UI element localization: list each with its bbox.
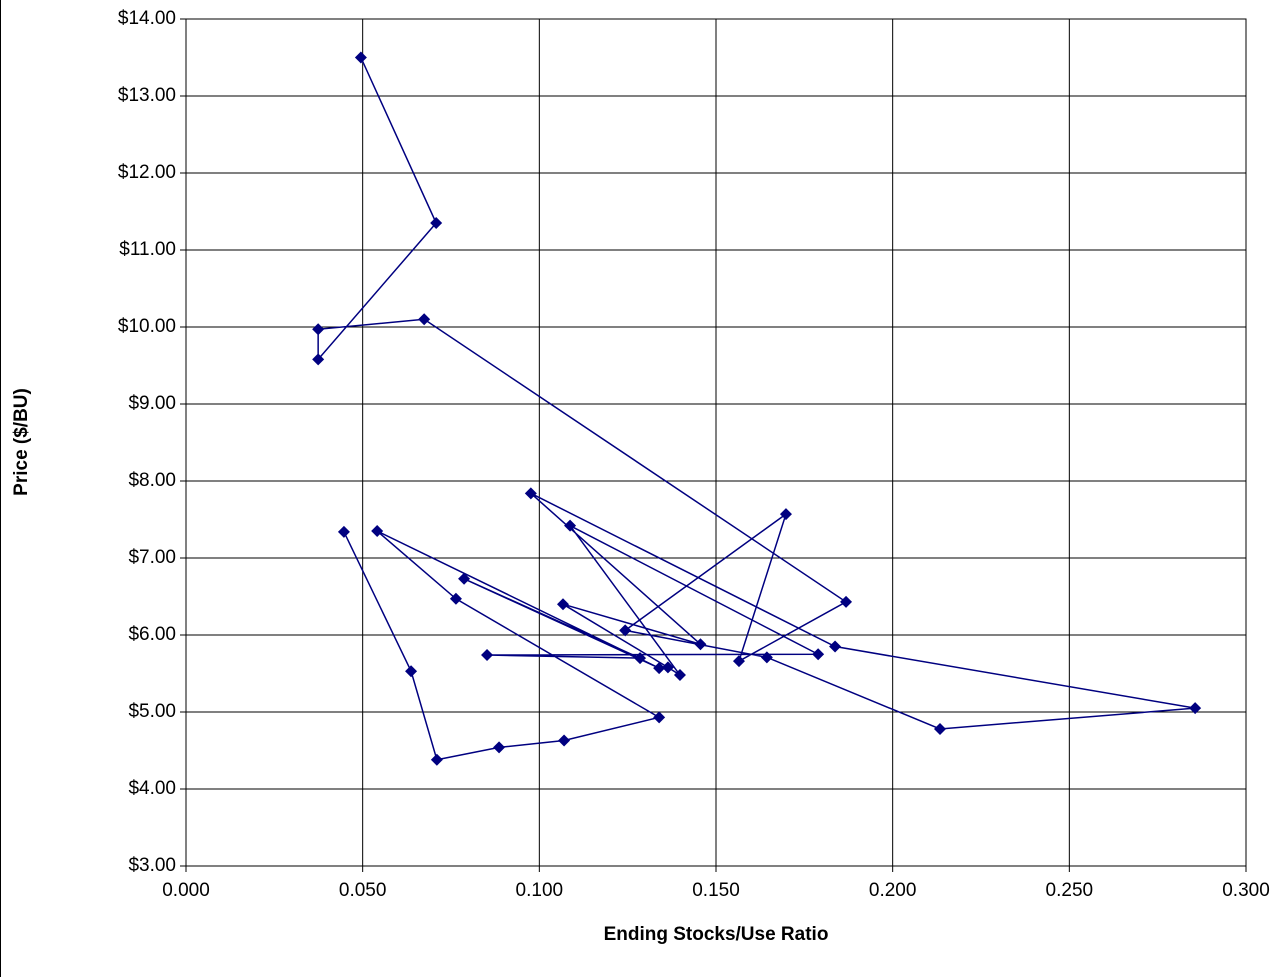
- y-tick-label: $11.00: [119, 239, 176, 260]
- data-point: [430, 217, 443, 230]
- x-tick-label: 0.000: [162, 880, 210, 901]
- x-axis-title: Ending Stocks/Use Ratio: [604, 924, 829, 945]
- y-tick-label: $7.00: [128, 547, 176, 568]
- y-tick-label: $12.00: [118, 162, 176, 183]
- data-point: [493, 741, 506, 754]
- data-point: [430, 753, 443, 766]
- data-point: [371, 525, 384, 538]
- data-point: [312, 323, 325, 336]
- y-tick-label: $13.00: [118, 85, 176, 106]
- y-tick-label: $8.00: [128, 470, 176, 491]
- y-tick-label: $9.00: [128, 393, 176, 414]
- x-tick-label: 0.100: [516, 880, 564, 901]
- data-point: [779, 508, 792, 521]
- data-point: [619, 624, 632, 637]
- data-point: [354, 51, 367, 64]
- data-point: [312, 353, 325, 366]
- data-point: [653, 662, 666, 675]
- data-point: [418, 313, 431, 326]
- y-tick-label: $5.00: [128, 701, 176, 722]
- data-point: [449, 592, 462, 605]
- data-point: [812, 648, 825, 661]
- y-tick-label: $10.00: [118, 316, 176, 337]
- data-point: [1189, 702, 1202, 715]
- y-axis-title: Price ($/BU): [11, 388, 32, 496]
- x-tick-label: 0.150: [692, 880, 740, 901]
- data-point: [405, 665, 418, 678]
- data-point: [694, 638, 707, 651]
- x-tick-label: 0.050: [339, 880, 387, 901]
- x-tick-label: 0.200: [869, 880, 917, 901]
- data-point: [732, 655, 745, 668]
- x-tick-label: 0.300: [1222, 880, 1270, 901]
- y-tick-label: $4.00: [128, 778, 176, 799]
- data-point: [337, 525, 350, 538]
- data-point: [840, 595, 853, 608]
- series-line: [317, 57, 1196, 761]
- data-point: [634, 652, 647, 665]
- data-point: [558, 734, 571, 747]
- data-point: [653, 711, 666, 724]
- data-point: [524, 487, 537, 500]
- x-tick-label: 0.250: [1046, 880, 1094, 901]
- data-point: [557, 598, 570, 611]
- data-point: [564, 519, 577, 532]
- data-point: [481, 649, 494, 662]
- y-tick-label: $14.00: [118, 8, 176, 29]
- data-point: [829, 640, 842, 653]
- y-tick-label: $3.00: [128, 855, 176, 876]
- data-point: [934, 722, 947, 735]
- data-point: [673, 669, 686, 682]
- data-point: [760, 651, 773, 664]
- y-tick-label: $6.00: [128, 624, 176, 645]
- data-point: [661, 661, 674, 674]
- data-point: [458, 572, 471, 585]
